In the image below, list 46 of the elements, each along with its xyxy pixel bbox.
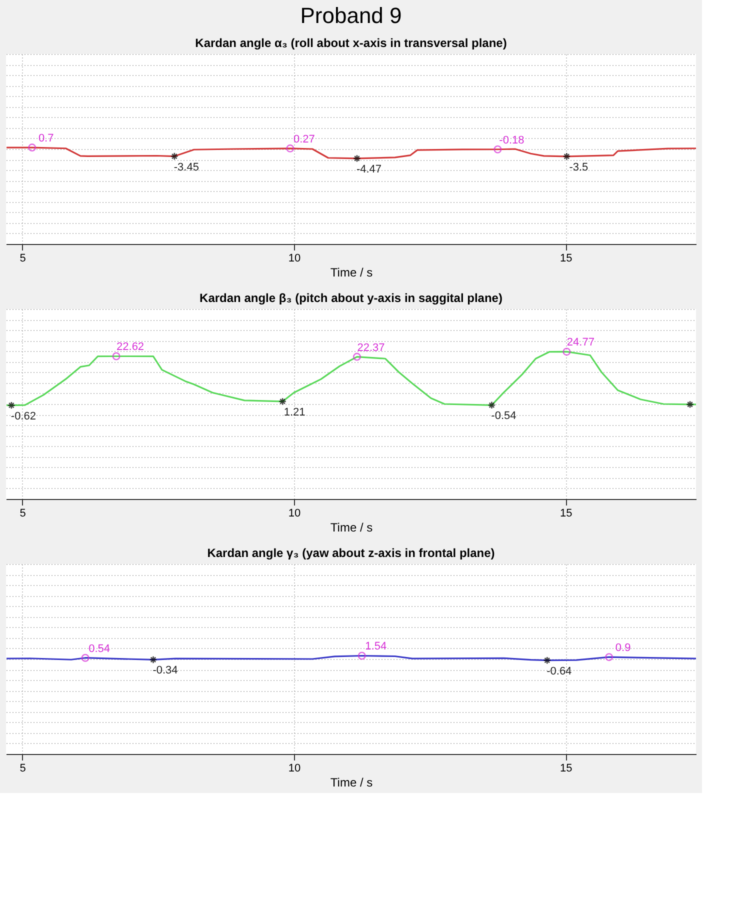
point — [170, 152, 178, 160]
x-tick-label: 5 — [20, 252, 26, 264]
chart-title: Kardan angle β₃ (pitch about y-axis in saggital plane) — [200, 291, 502, 305]
x-tick-label: 5 — [20, 508, 26, 520]
data-label: 0.27 — [293, 133, 315, 146]
x-axis-title: Time / s — [330, 520, 373, 534]
data-label: 22.37 — [357, 342, 385, 354]
data-label: -4.47 — [356, 163, 382, 176]
point — [28, 144, 36, 152]
x-tick-label: 10 — [288, 508, 301, 520]
point — [278, 397, 287, 406]
data-label: -0.64 — [546, 665, 572, 678]
data-label: -3.45 — [174, 161, 199, 174]
x-tick-label: 15 — [560, 762, 572, 774]
data-label: 0.7 — [38, 132, 54, 145]
data-label: -0.62 — [10, 410, 36, 422]
x-tick-label: 10 — [288, 252, 301, 264]
x-tick-label: 10 — [288, 762, 301, 774]
x-tick-label: 15 — [560, 252, 572, 264]
x-axis-title: Time / s — [330, 776, 373, 790]
point — [7, 401, 16, 410]
data-label: -3.5 — [569, 161, 588, 174]
data-label: 0.54 — [88, 642, 110, 655]
chart-title: Proband 9 — [300, 3, 402, 28]
data-label: -0.54 — [491, 410, 516, 422]
point — [352, 352, 361, 361]
point — [686, 400, 694, 408]
point — [488, 401, 496, 410]
point — [286, 144, 294, 152]
data-label: 22.62 — [116, 341, 144, 354]
point — [112, 352, 120, 360]
chart-title: Kardan angle γ₃ (yaw about z-axis in frontal plane) — [207, 546, 495, 560]
data-label: -0.34 — [152, 664, 178, 677]
x-tick-label: 5 — [20, 762, 26, 774]
point — [562, 348, 571, 356]
x-tick-label: 15 — [560, 508, 572, 520]
point — [562, 152, 571, 160]
point — [494, 145, 502, 154]
data-label: -0.18 — [499, 134, 524, 146]
chart-subtitle: Kardan angle α₃ (roll about x-axis in transversal plane) — [195, 36, 507, 50]
point — [352, 154, 361, 162]
data-label: 24.77 — [566, 336, 594, 349]
data-label: 1.54 — [365, 640, 387, 653]
data-label: 0.9 — [615, 642, 631, 654]
data-label: 1.21 — [284, 406, 306, 418]
x-axis-title: Time / s — [330, 266, 373, 280]
